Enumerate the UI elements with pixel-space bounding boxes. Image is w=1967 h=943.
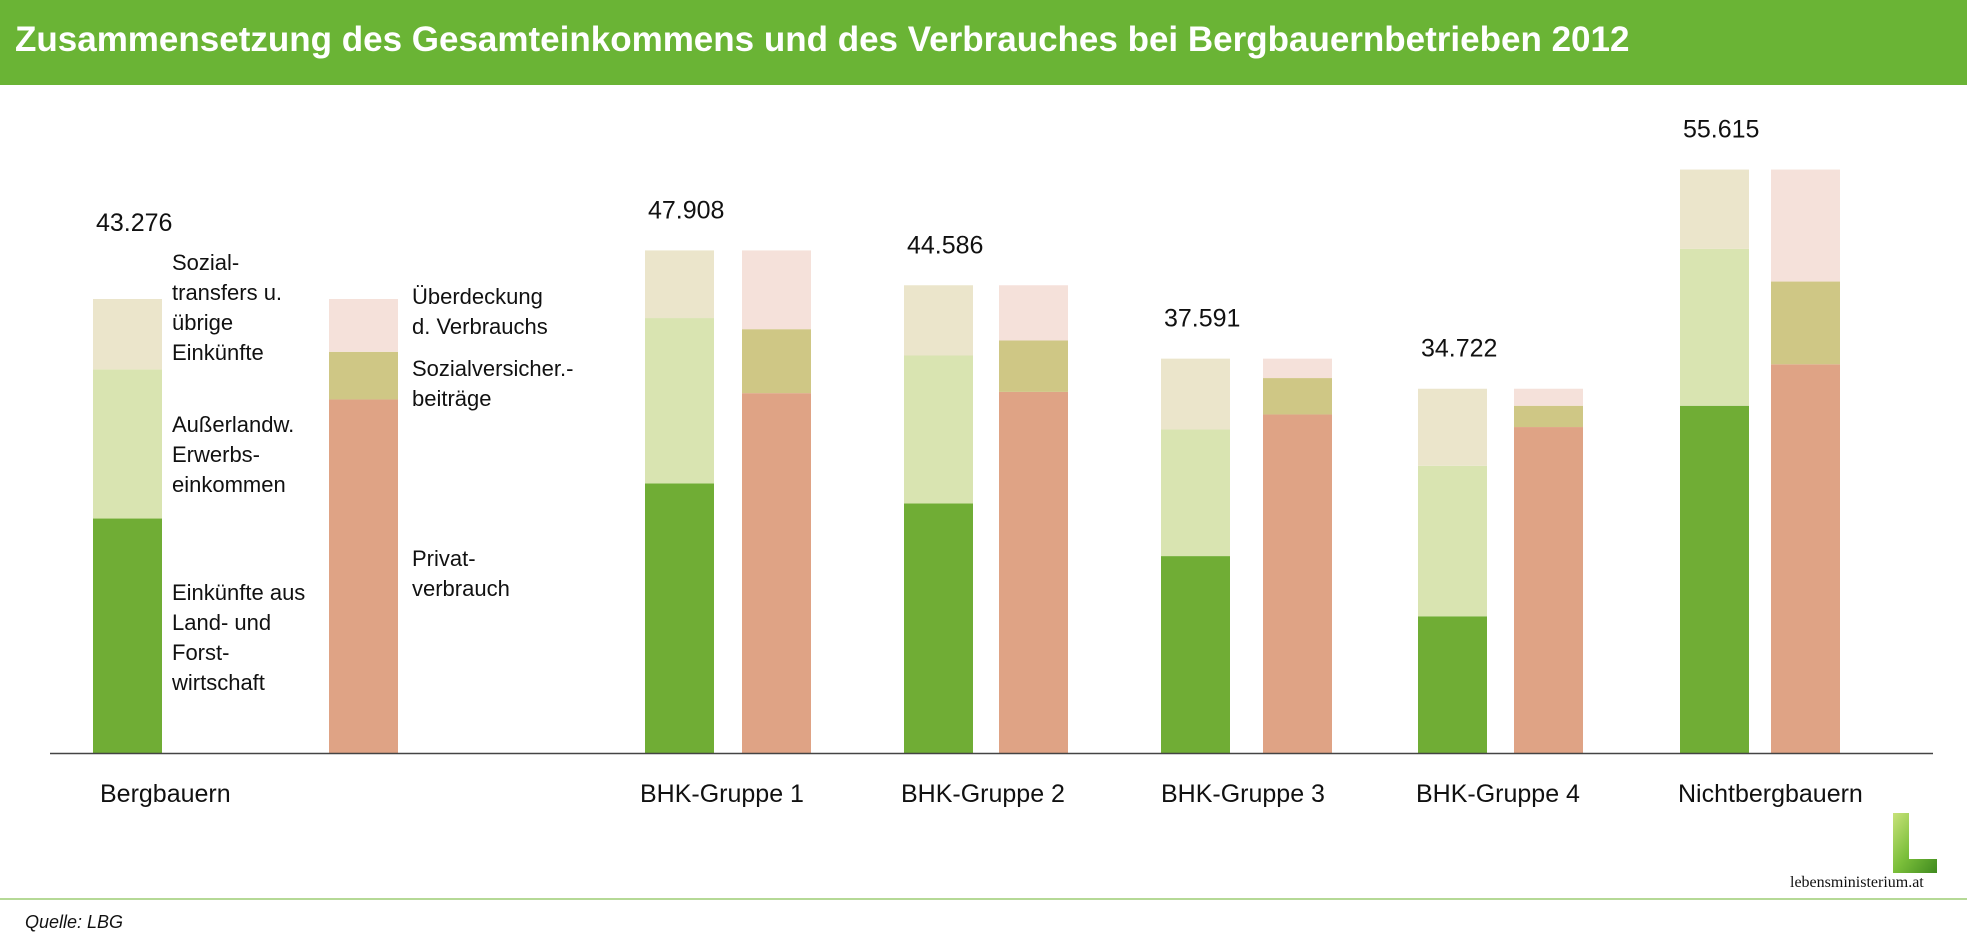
- income-bar-segment-1: [645, 318, 714, 484]
- consumption-bar-segment-0: [999, 391, 1068, 753]
- income-bar-segment-2: [645, 250, 714, 319]
- income-bar-segment-0: [1680, 405, 1749, 753]
- total-label: 55.615: [1683, 116, 1759, 144]
- consumption-bar-segment-2: [1771, 169, 1840, 282]
- title-banner: Zusammensetzung des Gesamteinkommens und…: [0, 0, 1967, 85]
- total-label: 34.722: [1421, 335, 1497, 363]
- consumption-bar-segment-0: [1771, 364, 1840, 753]
- annotation-ausserlandw: Außerlandw. Erwerbs- einkommen: [172, 412, 295, 497]
- annotation-einkuenfte-lf: Einkünfte aus Land- und Forst- wirtschaf…: [172, 580, 306, 695]
- category-label: BHK-Gruppe 3: [1161, 780, 1325, 808]
- consumption-bar-segment-0: [329, 399, 398, 753]
- income-bar-segment-2: [1680, 169, 1749, 249]
- category-label: BHK-Gruppe 1: [640, 780, 804, 808]
- consumption-bar-segment-1: [1263, 378, 1332, 415]
- annotation-privatverbrauch: Privat- verbrauch: [412, 546, 510, 601]
- consumption-bar-segment-0: [1514, 427, 1583, 753]
- consumption-bar-segment-0: [1263, 414, 1332, 753]
- consumption-bar-segment-1: [1771, 281, 1840, 365]
- income-bar-segment-0: [1418, 616, 1487, 753]
- logo-text: lebensministerium.at: [1790, 874, 1924, 891]
- source-note: Quelle: LBG: [25, 912, 124, 932]
- consumption-bar-segment-1: [329, 351, 398, 400]
- category-label: BHK-Gruppe 2: [901, 780, 1065, 808]
- consumption-bar-segment-2: [742, 250, 811, 330]
- chart-title: Zusammensetzung des Gesamteinkommens und…: [15, 20, 1630, 59]
- consumption-bar-segment-2: [1514, 388, 1583, 406]
- total-label: 44.586: [907, 231, 983, 259]
- annotation-sozialtransfers: Sozial- transfers u. übrige Einkünfte: [172, 250, 283, 365]
- total-label: 43.276: [96, 209, 172, 237]
- consumption-bar-segment-2: [999, 285, 1068, 341]
- annotation-ueberdeckung: Überdeckung d. Verbrauchs: [412, 284, 548, 339]
- consumption-bar-segment-1: [742, 329, 811, 394]
- total-label: 47.908: [648, 196, 724, 224]
- income-bar-segment-1: [1161, 429, 1230, 557]
- income-bar-segment-1: [904, 355, 973, 504]
- income-bar-segment-0: [904, 503, 973, 753]
- total-label: 37.591: [1164, 305, 1240, 333]
- consumption-bar-segment-1: [1514, 405, 1583, 428]
- consumption-bar-segment-0: [742, 393, 811, 753]
- category-label: BHK-Gruppe 4: [1416, 780, 1580, 808]
- consumption-bar-segment-1: [999, 340, 1068, 392]
- consumption-bar-segment-2: [1263, 358, 1332, 379]
- income-bar-segment-2: [1161, 358, 1230, 430]
- income-bar-segment-0: [1161, 556, 1230, 753]
- income-bar-segment-1: [93, 369, 162, 519]
- income-bar-segment-2: [93, 299, 162, 370]
- income-bar-segment-2: [1418, 388, 1487, 466]
- consumption-bar-segment-2: [329, 299, 398, 352]
- income-bar-segment-0: [93, 518, 162, 753]
- income-bar-segment-0: [645, 483, 714, 753]
- logo-l-icon: [1893, 813, 1937, 873]
- category-label: Nichtbergbauern: [1678, 780, 1863, 808]
- income-bar-segment-1: [1680, 248, 1749, 406]
- footer-divider: [0, 898, 1967, 900]
- category-label: Bergbauern: [100, 780, 231, 808]
- income-bar-segment-2: [904, 285, 973, 356]
- income-bar-segment-1: [1418, 465, 1487, 617]
- annotation-sozialversicherung: Sozialversicher.- beiträge: [412, 356, 574, 411]
